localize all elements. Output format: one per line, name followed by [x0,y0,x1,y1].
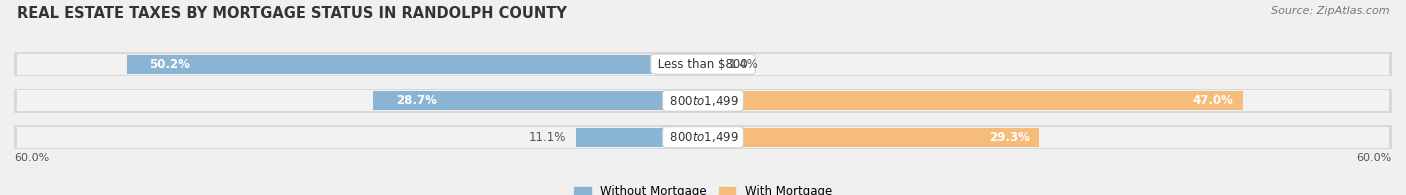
Bar [17,127,1389,148]
Text: 60.0%: 60.0% [1357,153,1392,163]
Text: 29.3%: 29.3% [990,131,1031,144]
Bar [703,128,1039,147]
Bar [374,91,703,110]
Text: Source: ZipAtlas.com: Source: ZipAtlas.com [1271,6,1389,16]
Bar [575,128,703,147]
Text: 60.0%: 60.0% [14,153,49,163]
Bar [17,53,1389,75]
Text: REAL ESTATE TAXES BY MORTGAGE STATUS IN RANDOLPH COUNTY: REAL ESTATE TAXES BY MORTGAGE STATUS IN … [17,6,567,21]
Text: 47.0%: 47.0% [1192,94,1233,107]
Text: $800 to $1,499: $800 to $1,499 [666,94,740,108]
Bar [127,55,703,74]
Bar [14,89,1392,113]
Text: 50.2%: 50.2% [149,58,190,71]
Bar [14,125,1392,149]
Text: Less than $800: Less than $800 [654,58,752,71]
Bar [703,91,1243,110]
Legend: Without Mortgage, With Mortgage: Without Mortgage, With Mortgage [569,181,837,195]
Text: 1.4%: 1.4% [728,58,758,71]
Text: 11.1%: 11.1% [529,131,567,144]
Text: 28.7%: 28.7% [396,94,437,107]
Bar [17,90,1389,111]
Bar [14,52,1392,76]
Bar [703,55,718,74]
Text: $800 to $1,499: $800 to $1,499 [666,130,740,144]
